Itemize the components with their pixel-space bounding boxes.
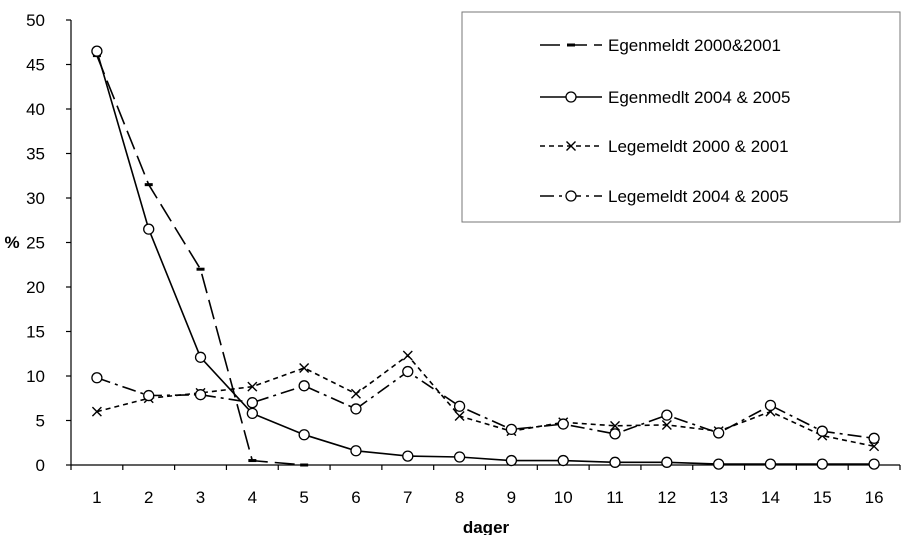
legend-marker bbox=[566, 141, 576, 151]
data-point bbox=[194, 389, 207, 401]
legend-entry: Egenmeldt 2000&2001 bbox=[540, 36, 781, 55]
legend-marker bbox=[565, 91, 577, 103]
data-point bbox=[454, 411, 465, 422]
series-layer bbox=[91, 45, 880, 470]
data-point bbox=[194, 351, 207, 363]
series-4 bbox=[91, 365, 880, 444]
data-point bbox=[610, 420, 621, 431]
series-3 bbox=[91, 350, 880, 452]
data-point bbox=[609, 456, 621, 468]
data-point bbox=[713, 427, 725, 439]
x-tick-label: 7 bbox=[403, 488, 412, 507]
y-tick-label: 35 bbox=[26, 145, 45, 164]
x-tick-label: 4 bbox=[248, 488, 257, 507]
legend-marker bbox=[565, 190, 577, 202]
y-tick-label: 15 bbox=[26, 323, 45, 342]
x-tick-label: 1 bbox=[92, 488, 101, 507]
data-point bbox=[402, 350, 413, 361]
data-point bbox=[402, 450, 414, 462]
data-point bbox=[350, 403, 362, 415]
data-point bbox=[816, 458, 828, 470]
legend-entry: Legemeldt 2000 & 2001 bbox=[540, 137, 789, 156]
y-tick-label: 0 bbox=[36, 456, 45, 475]
data-point bbox=[609, 428, 621, 440]
data-point bbox=[713, 458, 725, 470]
data-point bbox=[557, 454, 569, 467]
series-1-line bbox=[96, 55, 305, 466]
legend-label: Egenmeldt 2000&2001 bbox=[608, 36, 781, 55]
y-tick-label: 5 bbox=[36, 412, 45, 431]
x-tick-label: 12 bbox=[657, 488, 676, 507]
legend-label: Egenmedlt 2004 & 2005 bbox=[608, 88, 790, 107]
x-axis-title: dager bbox=[463, 518, 510, 535]
legend-entry: Legemeldt 2004 & 2005 bbox=[540, 187, 789, 206]
x-tick-label: 6 bbox=[351, 488, 360, 507]
data-point bbox=[246, 397, 258, 409]
data-point bbox=[402, 365, 414, 378]
series-2 bbox=[91, 45, 880, 470]
y-tick-label: 40 bbox=[26, 100, 45, 119]
legend: Egenmeldt 2000&2001 Egenmedlt 2004 & 2005… bbox=[461, 11, 901, 223]
data-point bbox=[816, 425, 828, 437]
data-point bbox=[764, 399, 777, 412]
data-point bbox=[246, 407, 258, 420]
data-point bbox=[143, 389, 155, 402]
data-point bbox=[350, 445, 362, 457]
x-tick-label: 9 bbox=[507, 488, 516, 507]
legend-box bbox=[461, 11, 901, 223]
data-point bbox=[868, 458, 880, 470]
y-tick-label: 45 bbox=[26, 56, 45, 75]
data-point bbox=[91, 372, 103, 384]
y-tick-label: 30 bbox=[26, 189, 45, 208]
data-point bbox=[453, 451, 466, 463]
y-tick-label: 25 bbox=[26, 234, 45, 253]
x-tick-label: 13 bbox=[709, 488, 728, 507]
data-point bbox=[299, 362, 310, 373]
x-tick-label: 3 bbox=[196, 488, 205, 507]
x-tick-label: 5 bbox=[299, 488, 308, 507]
y-tick-label: 10 bbox=[26, 367, 45, 386]
data-point bbox=[869, 441, 880, 452]
series-4-line bbox=[96, 370, 875, 440]
y-axis-title: % bbox=[4, 233, 19, 252]
data-point bbox=[557, 418, 569, 430]
data-point bbox=[298, 380, 310, 392]
series-2-line bbox=[96, 50, 875, 465]
series-3-line bbox=[96, 354, 875, 448]
y-tick-label: 50 bbox=[26, 11, 45, 30]
data-point bbox=[661, 456, 673, 468]
data-point bbox=[91, 406, 102, 417]
legend-label: Legemeldt 2004 & 2005 bbox=[608, 187, 789, 206]
data-point bbox=[661, 419, 672, 430]
data-point bbox=[661, 409, 673, 421]
data-point bbox=[350, 388, 361, 399]
legend-entry: Egenmedlt 2004 & 2005 bbox=[540, 88, 790, 107]
data-point bbox=[505, 454, 518, 467]
x-tick-label: 8 bbox=[455, 488, 464, 507]
data-point bbox=[247, 381, 258, 392]
data-point bbox=[453, 400, 466, 412]
data-point bbox=[91, 45, 103, 57]
x-tick-label: 16 bbox=[865, 488, 884, 507]
data-point bbox=[764, 458, 777, 470]
data-point bbox=[143, 223, 155, 235]
x-tick-label: 15 bbox=[813, 488, 832, 507]
data-point bbox=[298, 429, 310, 441]
y-tick-label: 20 bbox=[26, 278, 45, 297]
data-point bbox=[505, 423, 518, 436]
x-tick-label: 14 bbox=[761, 488, 780, 507]
x-tick-label: 11 bbox=[606, 488, 624, 507]
x-tick-label: 10 bbox=[554, 488, 573, 507]
legend-label: Legemeldt 2000 & 2001 bbox=[608, 137, 789, 156]
data-point bbox=[868, 432, 880, 444]
x-tick-label: 2 bbox=[144, 488, 153, 507]
